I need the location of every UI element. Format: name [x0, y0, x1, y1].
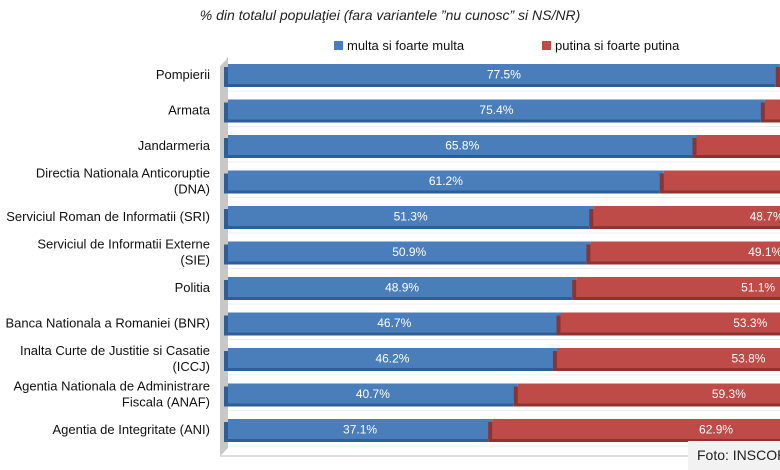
category-label: Agentia de Integritate (ANI)	[52, 422, 210, 437]
legend-item-putina: putina si foarte putina	[542, 38, 679, 53]
data-label: 51.1%	[741, 281, 775, 295]
bar-multa	[228, 135, 697, 155]
bar-multa	[228, 383, 518, 404]
data-label: 46.7%	[377, 316, 411, 330]
bar-multa	[228, 277, 577, 297]
bar-shadow	[775, 67, 780, 87]
bar-putina	[576, 277, 780, 297]
category-label: (ICCJ)	[172, 359, 210, 374]
category-label: Inalta Curte de Justitie si Casatie	[20, 343, 210, 358]
data-label: 62.9%	[699, 423, 733, 437]
data-label: 46.2%	[375, 352, 409, 366]
legend-label-multa: multa si foarte multa	[347, 38, 465, 53]
data-label: 59.3%	[712, 387, 746, 401]
bar-multa	[228, 241, 591, 262]
category-label: (SIE)	[180, 253, 210, 268]
category-label: Fiscala (ANAF)	[122, 395, 210, 410]
data-label: 53.3%	[733, 316, 767, 330]
bar-putina	[560, 312, 780, 333]
data-label: 50.9%	[392, 245, 426, 259]
category-label: Pompierii	[156, 67, 210, 82]
bar-putina	[696, 135, 780, 155]
category-label: Jandarmeria	[138, 138, 211, 153]
data-label: 75.4%	[479, 103, 513, 117]
bar-multa	[228, 348, 557, 368]
source-watermark: Foto: INSCOP	[688, 441, 780, 470]
bar-putina	[593, 206, 780, 226]
legend-label-putina: putina si foarte putina	[555, 38, 680, 53]
category-label: Directia Nationala Anticoruptie	[36, 166, 210, 181]
category-label: Armata	[168, 103, 211, 118]
bar-putina	[492, 419, 780, 439]
chart-title: % din totalul populaţiei (fara variantel…	[199, 7, 581, 23]
data-label: 61.2%	[429, 174, 463, 188]
bar-multa	[228, 206, 594, 226]
data-label: 77.5%	[487, 68, 521, 82]
data-label: 40.7%	[356, 387, 390, 401]
data-label: 49.1%	[748, 245, 780, 259]
bar-multa	[228, 312, 561, 333]
bar-putina	[663, 170, 780, 191]
bar-multa	[228, 99, 765, 120]
category-label: Banca Nationala a Romaniei (BNR)	[6, 316, 210, 331]
category-label: Serviciul de Informatii Externe	[37, 237, 210, 252]
data-label: 48.7%	[750, 210, 780, 224]
bar-putina	[764, 99, 780, 120]
legend-swatch-blue	[334, 41, 343, 50]
data-label: 51.3%	[394, 210, 428, 224]
data-label: 48.9%	[385, 281, 419, 295]
bar-putina	[517, 383, 780, 404]
bar-putina	[590, 241, 780, 262]
bar-multa	[228, 64, 780, 84]
bar-putina	[556, 348, 780, 368]
data-label: 65.8%	[445, 139, 479, 153]
category-label: Serviciul Roman de Informatii (SRI)	[6, 209, 210, 224]
data-label: 53.8%	[731, 352, 765, 366]
bar-multa	[228, 170, 664, 191]
legend-item-multa: multa si foarte multa	[334, 38, 464, 53]
bar-multa	[228, 419, 493, 439]
data-label: 37.1%	[343, 423, 377, 437]
category-label: Agentia Nationala de Administrare	[13, 379, 210, 394]
legend-swatch-red	[542, 41, 551, 50]
category-label: Politia	[175, 280, 211, 295]
category-label: (DNA)	[174, 182, 210, 197]
